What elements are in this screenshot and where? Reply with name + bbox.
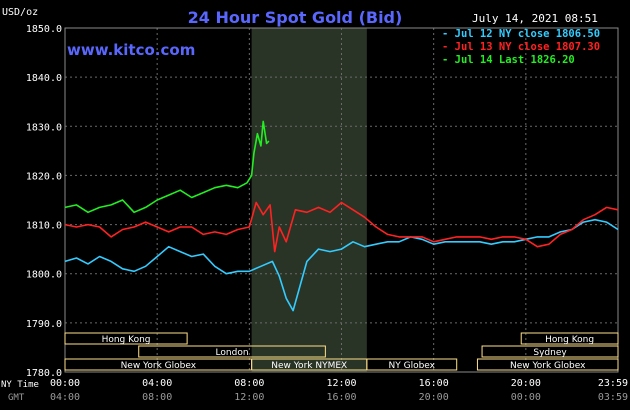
series-line-jul-14: [64, 120, 270, 214]
y-tick-label: 1790.0: [26, 319, 62, 330]
x-tick-label-ny: 04:00: [142, 378, 172, 389]
market-label: Sydney: [533, 348, 567, 358]
x-tick-label-gmt: 16:00: [326, 392, 356, 403]
x-tick-label-ny: 20:00: [511, 378, 541, 389]
market-session-bars: Hong Kong Hong Kong London Sydney New York G…: [64, 332, 619, 371]
gmt-row-label: GMT: [8, 393, 25, 403]
x-tick-label-gmt: 03:59: [598, 392, 628, 403]
x-tick-label-gmt: 00:00: [511, 392, 541, 403]
market-label: New York Globex: [121, 361, 197, 371]
x-tick-label-ny: 00:00: [50, 378, 80, 389]
y-tick-label: 1820.0: [26, 171, 62, 182]
x-axis-ticks: 00:00 04:00 04:00 08:00 08:00 12:00 12:00 16:00…: [50, 378, 628, 403]
market-label: Hong Kong: [545, 335, 594, 345]
y-tick-label: 1850.0: [26, 24, 62, 35]
ny-time-row-label: NY Time: [1, 380, 39, 390]
price-series: [64, 120, 619, 312]
market-bar: [520, 332, 619, 345]
date-label: July 14, 2021 08:51: [472, 12, 598, 25]
y-tick-label: 1830.0: [26, 122, 62, 133]
y-tick-label: 1800.0: [26, 270, 62, 281]
market-label: Hong Kong: [102, 335, 151, 345]
y-tick-label: 1780.0: [26, 368, 62, 379]
x-tick-label-ny: 08:00: [234, 378, 264, 389]
y-tick-label: 1840.0: [26, 73, 62, 84]
market-label: New York NYMEX: [271, 361, 347, 371]
legend-entry: - Jul 14 Last 1826.20: [442, 54, 575, 66]
y-axis-ticks: 1850.0 1840.0 1830.0 1820.0 1810.0 1800.0 1790…: [26, 24, 62, 379]
x-tick-label-ny: 23:59: [598, 378, 628, 389]
market-bar: [138, 345, 326, 358]
x-tick-label-gmt: 04:00: [50, 392, 80, 403]
market-bar: [481, 345, 619, 358]
x-tick-label-ny: 16:00: [419, 378, 449, 389]
series-line-jul-13: [64, 201, 619, 253]
market-label: London: [216, 348, 249, 358]
market-label: NY Globex: [389, 361, 436, 371]
x-tick-label-ny: 12:00: [326, 378, 356, 389]
y-unit-label: USD/oz: [2, 7, 38, 18]
x-tick-label-gmt: 20:00: [419, 392, 449, 403]
plot-frame: [64, 27, 619, 373]
market-label: New York Globex: [510, 361, 586, 371]
grid-lines: [64, 27, 619, 373]
x-tick-label-gmt: 08:00: [142, 392, 172, 403]
watermark: www.kitco.com: [67, 41, 195, 59]
chart-title: 24 Hour Spot Gold (Bid): [188, 8, 403, 27]
legend-entry: - Jul 13 NY close 1807.30: [442, 41, 600, 53]
legend: - Jul 12 NY close 1806.50- Jul 13 NY clo…: [442, 28, 600, 66]
y-tick-label: 1810.0: [26, 221, 62, 232]
market-bar: [366, 358, 458, 371]
nymex-session-shading: [251, 28, 367, 372]
legend-entry: - Jul 12 NY close 1806.50: [442, 28, 600, 40]
market-bar: [476, 358, 619, 371]
nymex-shade-band: [251, 28, 367, 372]
x-tick-label-gmt: 12:00: [234, 392, 264, 403]
series-line-jul-12: [64, 218, 619, 312]
market-bar: [64, 332, 188, 345]
